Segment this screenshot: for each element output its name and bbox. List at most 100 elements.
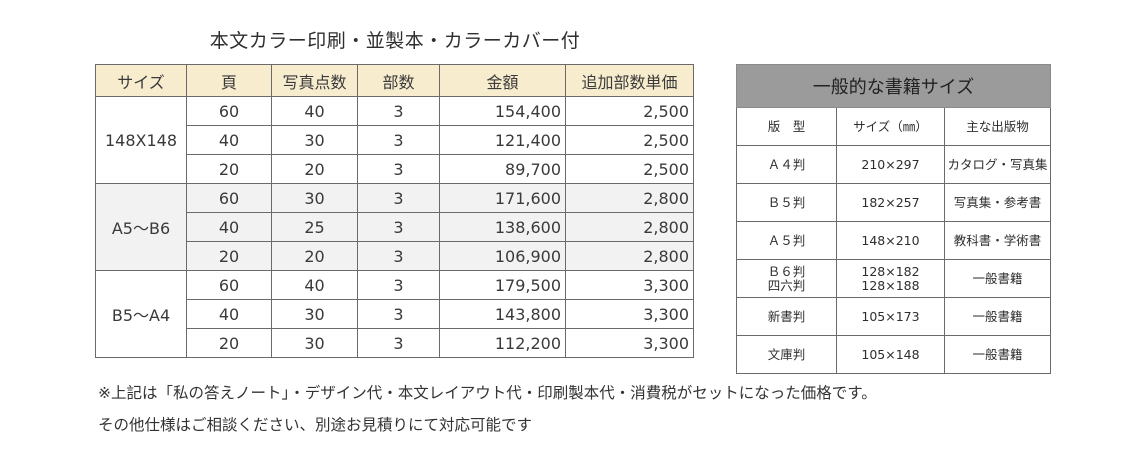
pages-cell: 40: [186, 125, 272, 155]
price-cell: 143,800: [439, 299, 566, 329]
format-line: 四六判: [767, 277, 806, 293]
price-cell: 89,700: [439, 154, 566, 184]
header-publications: 主な出版物: [943, 107, 1052, 146]
header-price: 金額: [439, 64, 566, 97]
table-row: 40 30 3 121,400 2,500: [96, 125, 694, 155]
unit-price-cell: 3,300: [565, 270, 694, 300]
photos-cell: 40: [271, 96, 358, 126]
book-size-table: 一般的な書籍サイズ 版 型 サイズ（㎜） 主な出版物 Ａ４判 210×297 カ…: [735, 64, 1052, 374]
table-row: 20 20 3 89,700 2,500: [96, 154, 694, 184]
copies-cell: 3: [357, 241, 440, 271]
size-cell: 148X148: [95, 96, 187, 184]
copies-cell: 3: [357, 270, 440, 300]
copies-cell: 3: [357, 299, 440, 329]
dimensions-cell: 105×173: [836, 297, 945, 336]
dimensions-line: 128×188: [861, 277, 920, 293]
pages-cell: 60: [186, 183, 272, 213]
header-photos: 写真点数: [271, 64, 358, 97]
dimensions-cell: 182×257: [836, 183, 945, 222]
table-row: 20 20 3 106,900 2,800: [96, 241, 694, 271]
dimensions-cell: 148×210: [836, 221, 945, 260]
size-cell: B5～A4: [95, 270, 187, 358]
unit-price-cell: 3,300: [565, 299, 694, 329]
pages-cell: 40: [186, 212, 272, 242]
header-unit-price: 追加部数単価: [565, 64, 694, 97]
copies-cell: 3: [357, 125, 440, 155]
unit-price-cell: 2,500: [565, 125, 694, 155]
pages-cell: 60: [186, 96, 272, 126]
page-title: 本文カラー印刷・並製本・カラーカバー付: [209, 30, 581, 52]
table-row: 文庫判 105×148 一般書籍: [736, 335, 1052, 374]
format-cell: Ｂ５判: [736, 183, 837, 222]
copies-cell: 3: [357, 183, 440, 213]
size-cell: A5～B6: [95, 183, 187, 271]
unit-price-cell: 2,800: [565, 183, 694, 213]
pages-cell: 20: [186, 154, 272, 184]
table-row: 新書判 105×173 一般書籍: [736, 297, 1052, 336]
table-row: 40 25 3 138,600 2,800: [96, 212, 694, 242]
photos-cell: 30: [271, 299, 358, 329]
price-cell: 154,400: [439, 96, 566, 126]
format-cell: Ａ５判: [736, 221, 837, 260]
price-cell: 179,500: [439, 270, 566, 300]
price-cell: 171,600: [439, 183, 566, 213]
dimensions-cell: 210×297: [836, 145, 945, 184]
photos-cell: 20: [271, 241, 358, 271]
table-row: Ｂ６判 四六判 128×182 128×188 一般書籍: [736, 259, 1052, 298]
book-size-header-row: 版 型 サイズ（㎜） 主な出版物: [736, 107, 1052, 146]
header-size: サイズ: [95, 64, 187, 97]
format-line: Ｂ６判: [767, 263, 806, 279]
unit-price-cell: 3,300: [565, 328, 694, 358]
price-cell: 112,200: [439, 328, 566, 358]
table-row: A5～B6 60 30 3 171,600 2,800: [95, 183, 694, 271]
pages-cell: 40: [186, 299, 272, 329]
publications-cell: 一般書籍: [943, 335, 1052, 374]
pages-cell: 60: [186, 270, 272, 300]
price-table-header-row: サイズ 頁 写真点数 部数 金額 追加部数単価: [95, 64, 694, 97]
publications-cell: 一般書籍: [943, 297, 1052, 336]
table-row: 20 30 3 112,200 3,300: [96, 328, 694, 358]
photos-cell: 40: [271, 270, 358, 300]
copies-cell: 3: [357, 328, 440, 358]
photos-cell: 25: [271, 212, 358, 242]
unit-price-cell: 2,500: [565, 96, 694, 126]
dimensions-cell: 128×182 128×188: [836, 259, 945, 298]
header-copies: 部数: [357, 64, 440, 97]
copies-cell: 3: [357, 212, 440, 242]
format-cell: Ｂ６判 四六判: [736, 259, 837, 298]
pages-cell: 20: [186, 241, 272, 271]
photos-cell: 30: [271, 328, 358, 358]
table-row: Ｂ５判 182×257 写真集・参考書: [736, 183, 1052, 222]
unit-price-cell: 2,500: [565, 154, 694, 184]
publications-cell: 教科書・学術書: [943, 221, 1052, 260]
format-cell: Ａ４判: [736, 145, 837, 184]
pages-cell: 20: [186, 328, 272, 358]
publications-cell: カタログ・写真集: [943, 145, 1052, 184]
format-cell: 新書判: [736, 297, 837, 336]
book-size-table-title: 一般的な書籍サイズ: [735, 64, 1052, 108]
table-row: Ａ５判 148×210 教科書・学術書: [736, 221, 1052, 260]
copies-cell: 3: [357, 154, 440, 184]
price-table: サイズ 頁 写真点数 部数 金額 追加部数単価 148X148 60 40 3 …: [95, 64, 694, 358]
format-cell: 文庫判: [736, 335, 837, 374]
photos-cell: 30: [271, 125, 358, 155]
unit-price-cell: 2,800: [565, 212, 694, 242]
header-dimensions: サイズ（㎜）: [836, 107, 945, 146]
publications-cell: 一般書籍: [943, 259, 1052, 298]
price-cell: 138,600: [439, 212, 566, 242]
dimensions-cell: 105×148: [836, 335, 945, 374]
table-row: 148X148 60 40 3 154,400 2,500: [95, 96, 694, 184]
unit-price-cell: 2,800: [565, 241, 694, 271]
header-format: 版 型: [736, 107, 837, 146]
photos-cell: 20: [271, 154, 358, 184]
table-row: 40 30 3 143,800 3,300: [96, 299, 694, 329]
price-cell: 106,900: [439, 241, 566, 271]
copies-cell: 3: [357, 96, 440, 126]
footnote-price-inclusion: ※上記は「私の答えノート」・デザイン代・本文レイアウト代・印刷製本代・消費税がセ…: [98, 384, 877, 402]
dimensions-line: 128×182: [861, 263, 920, 279]
footnote-custom-spec: その他仕様はご相談ください、別途お見積りにて対応可能です: [98, 416, 533, 434]
table-row: B5～A4 60 40 3 179,500 3,300: [95, 270, 694, 358]
publications-cell: 写真集・参考書: [943, 183, 1052, 222]
table-row: Ａ４判 210×297 カタログ・写真集: [736, 145, 1052, 184]
photos-cell: 30: [271, 183, 358, 213]
